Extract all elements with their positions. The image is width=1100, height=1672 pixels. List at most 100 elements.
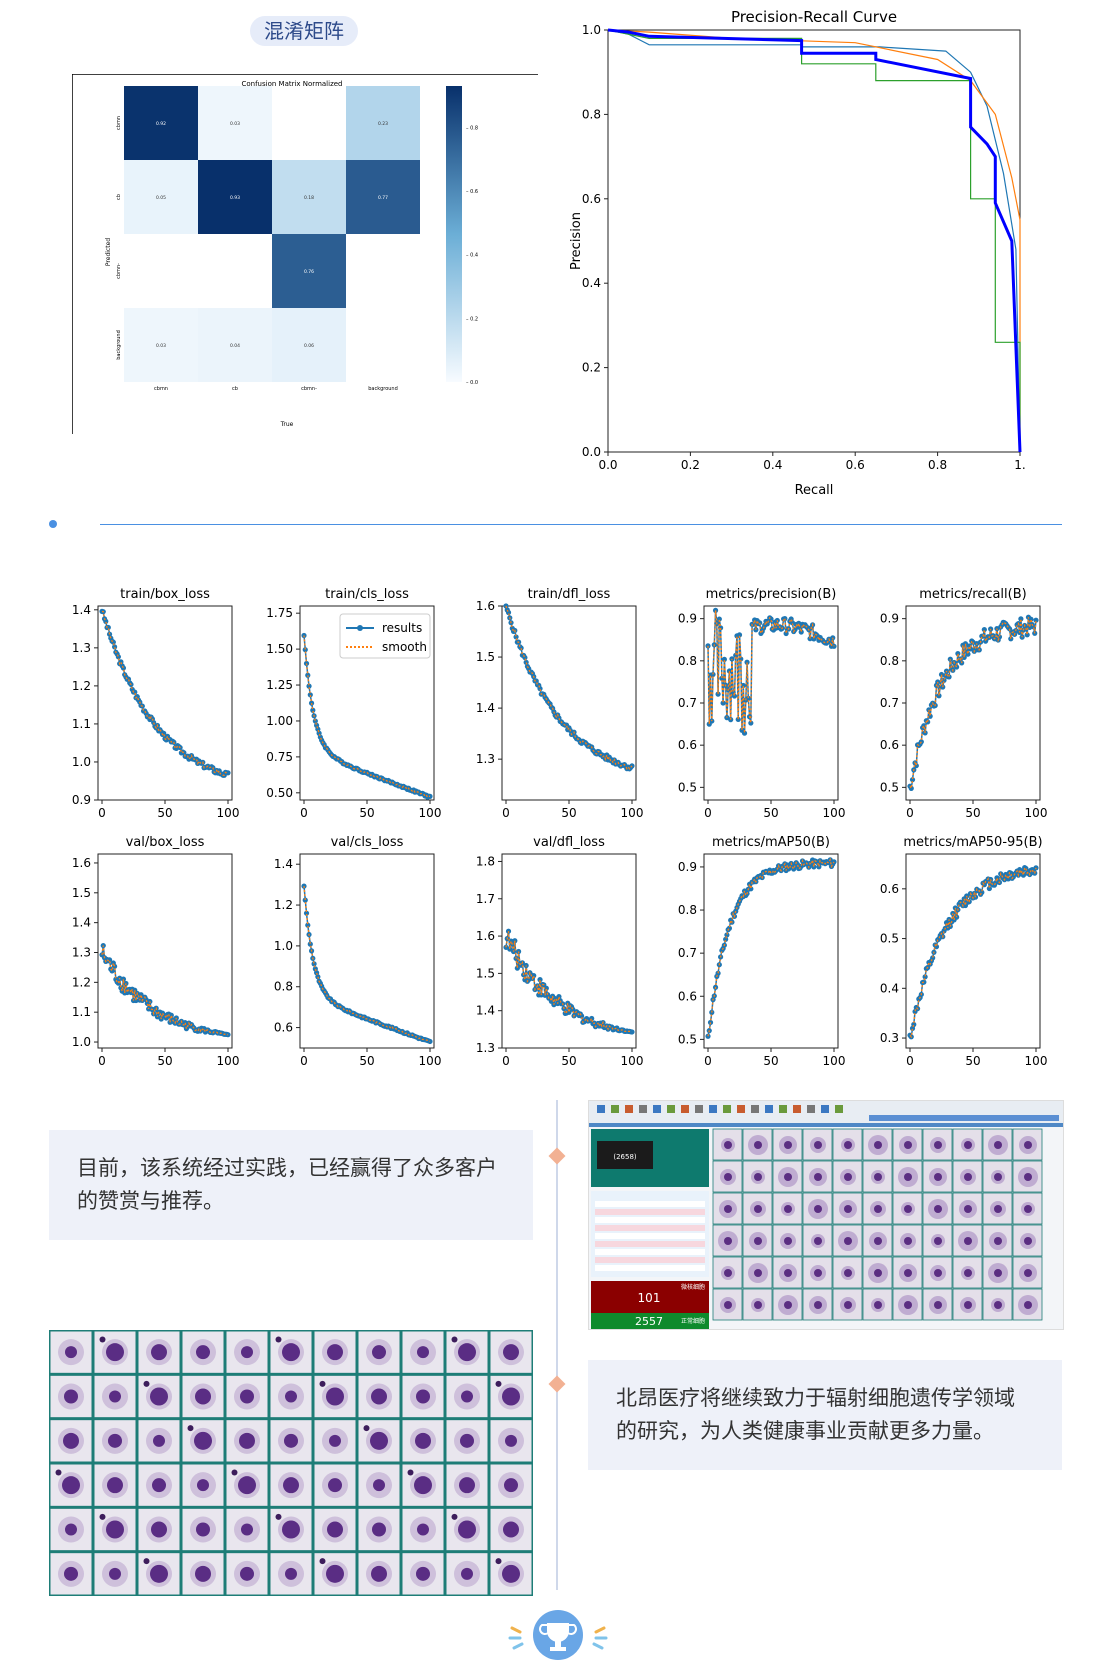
plot-x-tick: 100 bbox=[621, 806, 644, 820]
cell-grid-svg bbox=[50, 1331, 532, 1595]
plot-y-tick: 1.2 bbox=[72, 975, 91, 989]
results-point bbox=[981, 626, 987, 633]
cm-cell bbox=[272, 160, 346, 234]
pr-y-tick: 0.0 bbox=[582, 445, 601, 459]
sparkle-icon bbox=[592, 1626, 608, 1650]
plot-y-tick: 0.6 bbox=[880, 738, 899, 752]
results-point bbox=[955, 650, 961, 657]
pr-y-tick: 0.8 bbox=[582, 107, 601, 121]
confusion-matrix-title: Confusion Matrix Normalized bbox=[241, 80, 342, 88]
results-point bbox=[736, 632, 743, 638]
plot-y-tick: 0.9 bbox=[678, 612, 697, 626]
results-point bbox=[311, 961, 317, 967]
toolbar-icon[interactable] bbox=[597, 1105, 605, 1113]
toolbar-icon[interactable] bbox=[695, 1105, 703, 1113]
cell-image bbox=[370, 1431, 388, 1450]
cell-image bbox=[502, 1564, 520, 1583]
cell-image bbox=[417, 1346, 429, 1359]
plot-x-tick: 0 bbox=[502, 1054, 510, 1068]
toolbar-icon[interactable] bbox=[611, 1105, 619, 1113]
training-curves-svg: train/box_loss 1.4 1.3 1.2 1.1 1.0 0.9 0 50 100 tr… bbox=[72, 587, 1048, 1068]
plot-title: metrics/precision(B) bbox=[706, 587, 837, 602]
pr-y-tick: 0.4 bbox=[582, 276, 601, 290]
toolbar-icon[interactable] bbox=[709, 1105, 717, 1113]
toolbar-icon[interactable] bbox=[625, 1105, 633, 1113]
plot-y-tick: 0.5 bbox=[678, 1032, 697, 1046]
plot-x-tick: 0 bbox=[300, 806, 308, 820]
plot-x-tick: 100 bbox=[419, 806, 442, 820]
results-point bbox=[523, 659, 529, 665]
plot-y-tick: 1.2 bbox=[274, 898, 293, 912]
results-point bbox=[315, 974, 321, 980]
cm-cell bbox=[124, 160, 198, 234]
results-point bbox=[168, 1012, 174, 1018]
toolbar-icon[interactable] bbox=[821, 1105, 829, 1113]
cell-image bbox=[327, 1344, 343, 1361]
toolbar-icon[interactable] bbox=[681, 1105, 689, 1113]
cm-cell-value: 0.06 bbox=[304, 343, 314, 349]
plot-y-tick: 1.4 bbox=[72, 603, 91, 617]
cell-image bbox=[371, 1565, 387, 1582]
toolbar-icon[interactable] bbox=[793, 1105, 801, 1113]
pr-x-tick: 0.8 bbox=[928, 458, 947, 472]
pr-series-line bbox=[607, 29, 1021, 453]
cm-cell bbox=[346, 308, 420, 382]
plot-y-tick: 1.5 bbox=[476, 650, 495, 664]
plot-y-tick: 1.0 bbox=[274, 939, 293, 953]
pr-y-tick: 0.2 bbox=[582, 361, 601, 375]
toolbar-icon[interactable] bbox=[639, 1105, 647, 1113]
cell-image bbox=[65, 1346, 77, 1359]
confusion-matrix-svg: Confusion Matrix Normalized 0.92 0.03 0.23… bbox=[71, 73, 538, 434]
plot-y-tick: 1.4 bbox=[274, 857, 293, 871]
results-point bbox=[741, 730, 748, 736]
cm-y-tick: cbmn bbox=[116, 116, 122, 130]
cell-image bbox=[417, 1523, 429, 1536]
sparkle-icon bbox=[508, 1626, 524, 1650]
toolbar-icon[interactable] bbox=[667, 1105, 675, 1113]
results-point bbox=[1024, 632, 1030, 638]
results-point bbox=[312, 718, 318, 724]
toolbar-icon[interactable] bbox=[737, 1105, 745, 1113]
plot-x-tick: 50 bbox=[561, 806, 576, 820]
cell-image bbox=[372, 1522, 386, 1537]
plot-y-tick: 0.9 bbox=[72, 793, 91, 807]
results-point bbox=[514, 965, 520, 971]
results-point bbox=[744, 659, 750, 665]
cell-image bbox=[416, 1566, 430, 1581]
results-point bbox=[715, 691, 721, 697]
results-point bbox=[811, 864, 817, 870]
results-point bbox=[798, 629, 804, 635]
toolbar-icon[interactable] bbox=[765, 1105, 773, 1113]
toolbar-icon[interactable] bbox=[751, 1105, 759, 1113]
plot-y-tick: 0.9 bbox=[678, 860, 697, 874]
results-point bbox=[783, 630, 789, 637]
results-point bbox=[930, 955, 936, 961]
toolbar-icon[interactable] bbox=[779, 1105, 787, 1113]
smooth-line bbox=[909, 866, 1037, 1039]
cell-image bbox=[62, 1476, 80, 1495]
cm-cell-value: 0.92 bbox=[156, 121, 166, 127]
colorbar-tick: – 0.2 bbox=[466, 316, 478, 322]
results-point bbox=[936, 693, 942, 699]
plot-y-tick: 1.00 bbox=[266, 714, 293, 728]
plot-y-tick: 1.0 bbox=[72, 1035, 91, 1049]
toolbar-icon[interactable] bbox=[653, 1105, 661, 1113]
toolbar-icon[interactable] bbox=[723, 1105, 731, 1113]
cell-image bbox=[106, 1343, 124, 1362]
results-point bbox=[909, 777, 916, 783]
toolbar-icon[interactable] bbox=[835, 1105, 843, 1113]
toolbar-icon[interactable] bbox=[807, 1105, 815, 1113]
results-point bbox=[986, 885, 992, 892]
cell-image bbox=[282, 1520, 300, 1539]
cell-image bbox=[285, 1390, 297, 1403]
cell-image bbox=[150, 1387, 168, 1406]
results-point bbox=[1008, 636, 1014, 642]
results-point bbox=[112, 644, 118, 650]
cell-image bbox=[109, 1390, 121, 1403]
confusion-matrix-panel: Confusion Matrix Normalized 0.92 0.03 0.23… bbox=[71, 73, 538, 434]
results-point bbox=[120, 976, 127, 982]
plot-title: val/box_loss bbox=[126, 835, 205, 850]
plot-x-tick: 100 bbox=[621, 1054, 644, 1068]
pr-curve-panel: Precision-Recall Curve Recall Precision 0.0… bbox=[569, 0, 1070, 500]
cell-image bbox=[196, 1522, 210, 1537]
